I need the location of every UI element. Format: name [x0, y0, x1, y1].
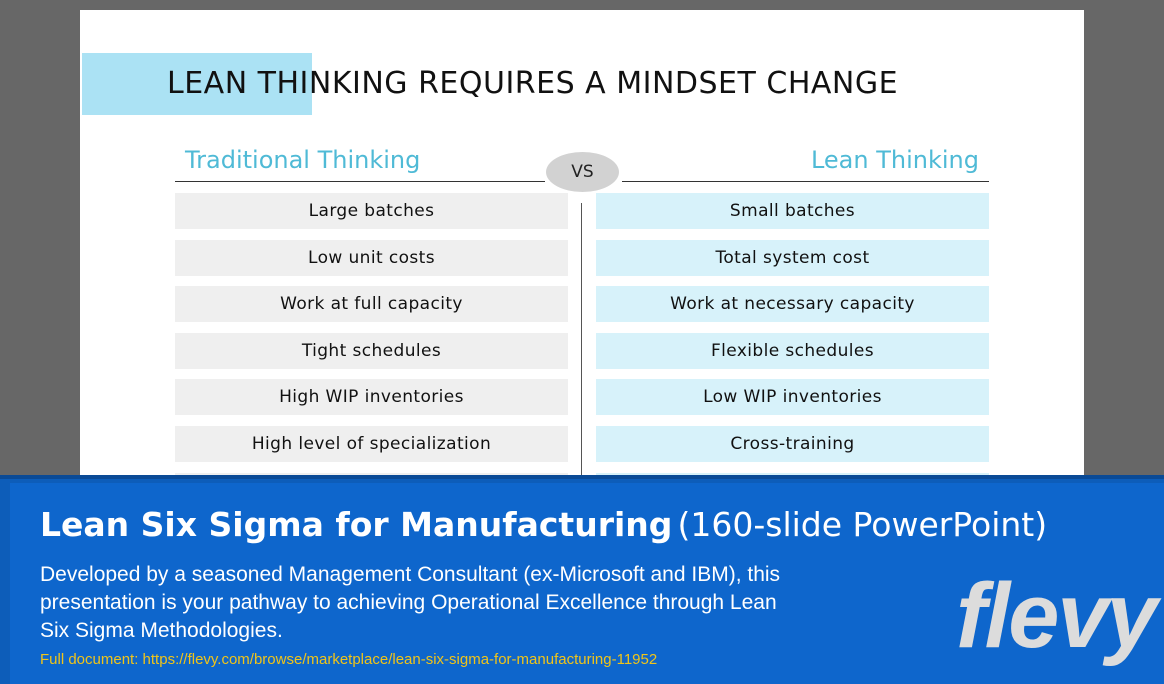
lean-item: Cross-training: [596, 425, 989, 462]
traditional-list: Large batches Low unit costs Work at ful…: [175, 193, 568, 519]
slide-preview: LEAN THINKING REQUIRES A MINDSET CHANGE …: [80, 10, 1084, 510]
document-title-main: Lean Six Sigma for Manufacturing: [40, 505, 673, 544]
document-title-subtitle: (160-slide PowerPoint): [677, 505, 1048, 544]
slide-title: LEAN THINKING REQUIRES A MINDSET CHANGE: [167, 66, 899, 101]
traditional-thinking-header: Traditional Thinking: [185, 146, 421, 174]
traditional-item: Low unit costs: [175, 239, 568, 276]
flevy-logo[interactable]: flevy: [956, 565, 1158, 667]
vs-badge: VS: [546, 152, 619, 192]
full-document-link[interactable]: Full document: https://flevy.com/browse/…: [40, 651, 658, 668]
center-divider: [581, 203, 582, 510]
lean-item: Flexible schedules: [596, 332, 989, 369]
title-highlight-bar: [82, 53, 312, 115]
traditional-item: Tight schedules: [175, 332, 568, 369]
promo-banner: [0, 475, 1164, 684]
lean-item: Low WIP inventories: [596, 379, 989, 416]
lean-list: Small batches Total system cost Work at …: [596, 193, 989, 519]
promo-banner-panel: [10, 483, 1164, 684]
lean-item: Total system cost: [596, 239, 989, 276]
right-header-rule: [622, 181, 989, 182]
lean-thinking-header: Lean Thinking: [810, 146, 979, 174]
document-description: Developed by a seasoned Management Consu…: [40, 563, 781, 642]
document-title: Lean Six Sigma for Manufacturing (160-sl…: [40, 505, 1047, 544]
traditional-item: High level of specialization: [175, 425, 568, 462]
lean-item: Small batches: [596, 193, 989, 229]
lean-item: Work at necessary capacity: [596, 286, 989, 323]
traditional-item: High WIP inventories: [175, 379, 568, 416]
traditional-item: Large batches: [175, 193, 568, 229]
left-header-rule: [175, 181, 545, 182]
traditional-item: Work at full capacity: [175, 286, 568, 323]
